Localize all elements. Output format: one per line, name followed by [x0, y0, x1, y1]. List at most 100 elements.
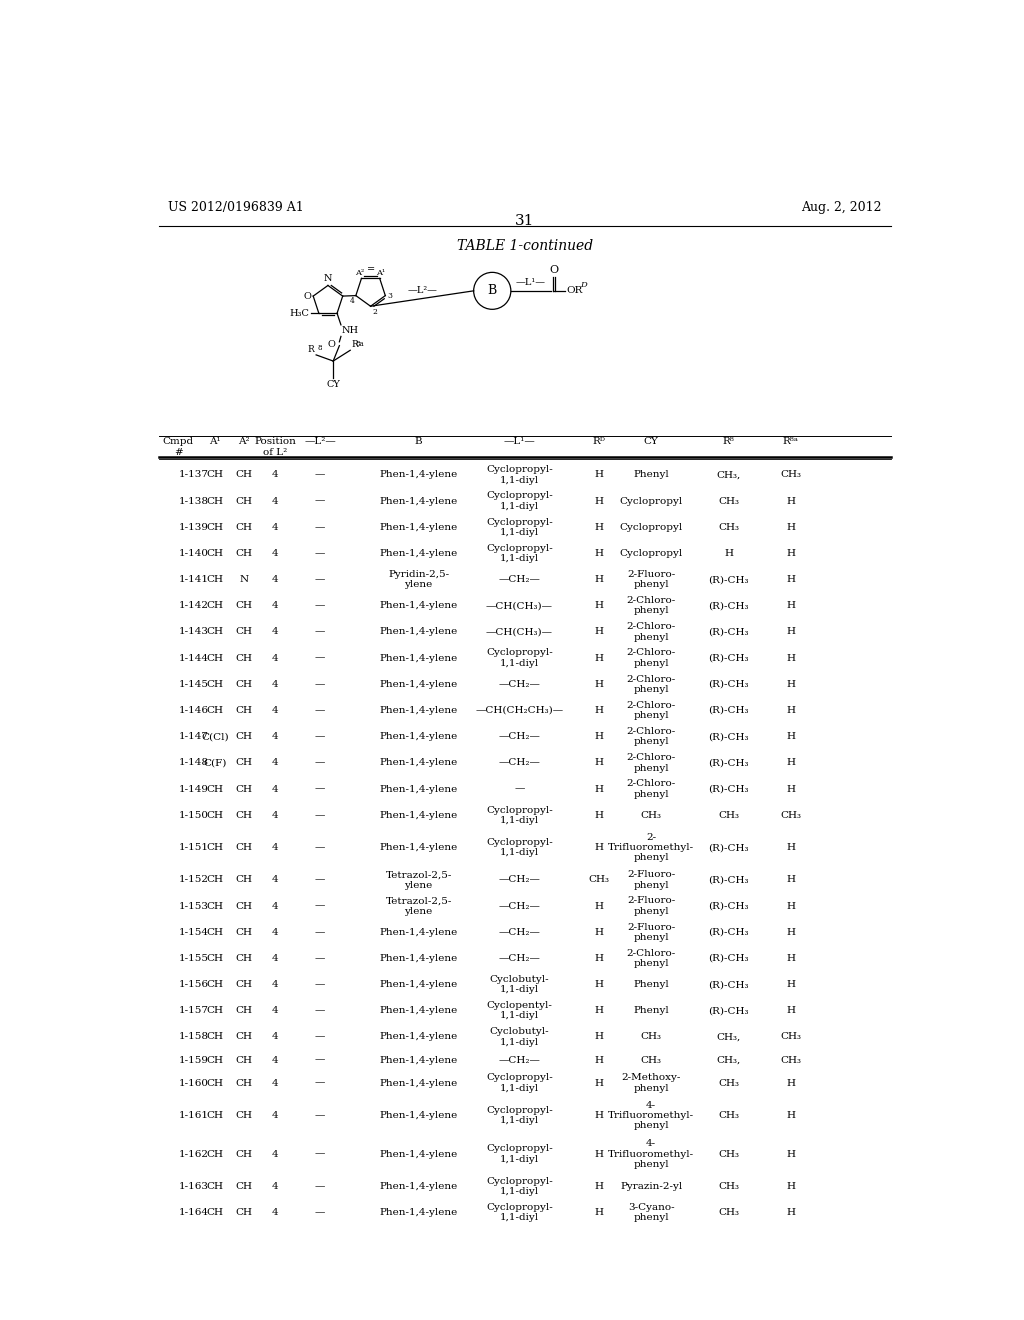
Text: Phen-1,4-ylene: Phen-1,4-ylene — [380, 1181, 458, 1191]
Text: —CH(CH₃)—: —CH(CH₃)— — [485, 602, 553, 610]
Text: Cyclopropyl: Cyclopropyl — [620, 496, 683, 506]
Text: 2-Chloro-
phenyl: 2-Chloro- phenyl — [627, 648, 676, 668]
Text: Cyclopropyl-
1,1-diyl: Cyclopropyl- 1,1-diyl — [486, 1176, 553, 1196]
Text: CH₃,: CH₃, — [717, 1032, 740, 1041]
Text: H: H — [786, 496, 795, 506]
Text: —L²—: —L²— — [304, 437, 336, 446]
Text: —CH₂—: —CH₂— — [499, 733, 541, 741]
Text: 3-Cyano-
phenyl: 3-Cyano- phenyl — [628, 1203, 675, 1222]
Text: CH: CH — [206, 653, 223, 663]
Text: —L¹—: —L¹— — [516, 279, 546, 286]
Text: CH₃: CH₃ — [780, 810, 801, 820]
Text: —L²—: —L²— — [408, 285, 437, 294]
Text: H: H — [595, 470, 604, 479]
Text: C(Cl): C(Cl) — [201, 733, 228, 741]
Text: CH₃: CH₃ — [718, 1150, 739, 1159]
Text: Cyclopropyl-
1,1-diyl: Cyclopropyl- 1,1-diyl — [486, 648, 553, 668]
Text: CH: CH — [206, 902, 223, 911]
Text: —: — — [315, 759, 326, 767]
Text: 4: 4 — [272, 928, 279, 937]
Text: CH₃: CH₃ — [641, 1032, 662, 1041]
Text: 4: 4 — [272, 784, 279, 793]
Text: Phen-1,4-ylene: Phen-1,4-ylene — [380, 1032, 458, 1041]
Text: D: D — [580, 281, 587, 289]
Text: Phenyl: Phenyl — [633, 1006, 669, 1015]
Text: US 2012/0196839 A1: US 2012/0196839 A1 — [168, 201, 304, 214]
Text: CH: CH — [236, 1181, 253, 1191]
Text: 2-Chloro-
phenyl: 2-Chloro- phenyl — [627, 949, 676, 968]
Text: —: — — [315, 627, 326, 636]
Text: —CH(CH₃)—: —CH(CH₃)— — [485, 627, 553, 636]
Text: CY: CY — [327, 380, 340, 388]
Text: 2-Fluoro-
phenyl: 2-Fluoro- phenyl — [627, 870, 675, 890]
Text: CH: CH — [236, 496, 253, 506]
Text: 4: 4 — [272, 523, 279, 532]
Text: Cmpd
#: Cmpd # — [163, 437, 194, 457]
Text: —L¹—: —L¹— — [504, 437, 536, 446]
Text: CH: CH — [206, 627, 223, 636]
Text: H: H — [595, 981, 604, 989]
Text: 1-163: 1-163 — [178, 1181, 208, 1191]
Text: 1-139: 1-139 — [178, 523, 208, 532]
Text: 1-150: 1-150 — [178, 810, 208, 820]
Text: CH: CH — [206, 954, 223, 962]
Text: CH₃: CH₃ — [718, 496, 739, 506]
Text: H: H — [595, 1150, 604, 1159]
Text: (R)-CH₃: (R)-CH₃ — [709, 784, 749, 793]
Text: CH: CH — [206, 549, 223, 558]
Text: CH: CH — [236, 602, 253, 610]
Text: H: H — [786, 1006, 795, 1015]
Text: CH: CH — [236, 733, 253, 741]
Text: CH: CH — [236, 1006, 253, 1015]
Text: CH: CH — [206, 496, 223, 506]
Text: 2-Chloro-
phenyl: 2-Chloro- phenyl — [627, 701, 676, 721]
Text: CH: CH — [236, 523, 253, 532]
Text: 2: 2 — [372, 308, 377, 315]
Text: CH₃,: CH₃, — [717, 470, 740, 479]
Text: =: = — [367, 265, 375, 275]
Text: 1-142: 1-142 — [178, 602, 208, 610]
Text: 4: 4 — [272, 954, 279, 962]
Text: B: B — [415, 437, 423, 446]
Text: Phen-1,4-ylene: Phen-1,4-ylene — [380, 784, 458, 793]
Text: H: H — [595, 576, 604, 583]
Text: 1-157: 1-157 — [178, 1006, 208, 1015]
Text: CH: CH — [206, 1181, 223, 1191]
Text: H: H — [595, 902, 604, 911]
Text: 4: 4 — [272, 875, 279, 884]
Text: (R)-CH₃: (R)-CH₃ — [709, 653, 749, 663]
Text: H: H — [786, 1208, 795, 1217]
Text: CH₃: CH₃ — [718, 1181, 739, 1191]
Text: H: H — [786, 981, 795, 989]
Text: CH₃: CH₃ — [780, 470, 801, 479]
Text: (R)-CH₃: (R)-CH₃ — [709, 1006, 749, 1015]
Text: N: N — [324, 275, 332, 284]
Text: (R)-CH₃: (R)-CH₃ — [709, 981, 749, 989]
Text: —CH₂—: —CH₂— — [499, 954, 541, 962]
Text: CH₃: CH₃ — [718, 810, 739, 820]
Text: CH: CH — [206, 576, 223, 583]
Text: 2-Fluoro-
phenyl: 2-Fluoro- phenyl — [627, 570, 675, 589]
Text: H: H — [786, 954, 795, 962]
Text: (R)-CH₃: (R)-CH₃ — [709, 875, 749, 884]
Text: R⁸: R⁸ — [723, 437, 734, 446]
Text: 1-148: 1-148 — [178, 759, 208, 767]
Text: —: — — [315, 810, 326, 820]
Text: 8a: 8a — [355, 341, 365, 348]
Text: (R)-CH₃: (R)-CH₃ — [709, 733, 749, 741]
Text: H: H — [595, 784, 604, 793]
Text: 1-161: 1-161 — [178, 1111, 208, 1119]
Text: CH: CH — [206, 843, 223, 851]
Text: 2-Chloro-
phenyl: 2-Chloro- phenyl — [627, 675, 676, 694]
Text: 4: 4 — [272, 810, 279, 820]
Text: 4: 4 — [272, 759, 279, 767]
Text: 4-
Trifluoromethyl-
phenyl: 4- Trifluoromethyl- phenyl — [608, 1139, 694, 1170]
Text: Phen-1,4-ylene: Phen-1,4-ylene — [380, 496, 458, 506]
Text: —: — — [315, 784, 326, 793]
Text: 1-140: 1-140 — [178, 549, 208, 558]
Text: 4: 4 — [272, 576, 279, 583]
Text: TABLE 1-continued: TABLE 1-continued — [457, 239, 593, 253]
Text: —CH₂—: —CH₂— — [499, 576, 541, 583]
Text: 4: 4 — [272, 1181, 279, 1191]
Text: H: H — [786, 576, 795, 583]
